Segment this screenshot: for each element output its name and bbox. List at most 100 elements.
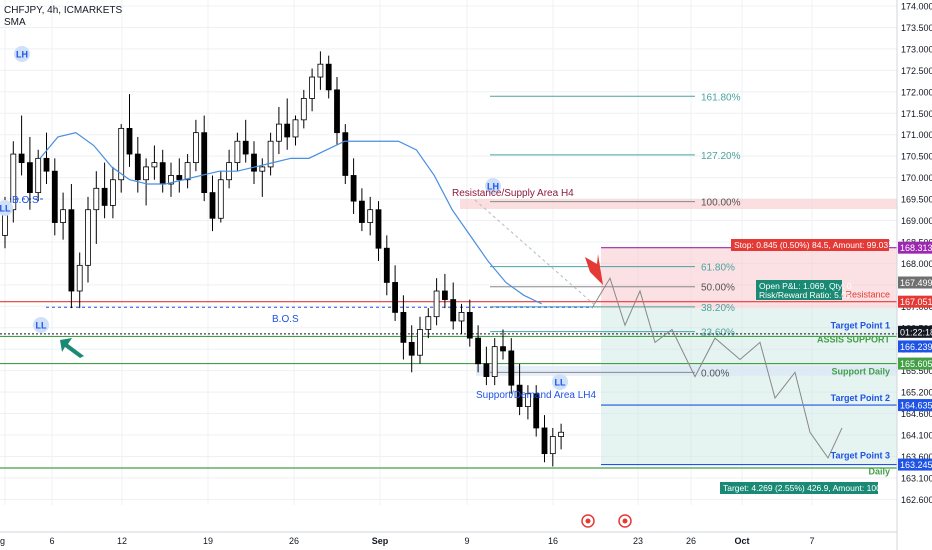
target-info: Target: 4.269 (2.55%) 426.9, Amount: 100…: [723, 483, 907, 493]
price-badge-167499: 167.499: [900, 278, 932, 288]
candle-body: [259, 166, 266, 172]
daily-label: Daily: [868, 467, 890, 477]
demand-area-label: Support/Demand Area LH4: [476, 390, 597, 401]
price-badge-assis: 166.239: [900, 342, 932, 352]
candle-body: [425, 316, 432, 330]
x-tick-label: 26: [289, 536, 299, 546]
candle-body: [184, 162, 191, 181]
candle-body: [367, 209, 374, 223]
x-tick-label: 26: [686, 536, 696, 546]
price-badge-timer: 01:22:18: [900, 327, 932, 337]
price-axis: [897, 0, 932, 550]
y-tick-label: 172.500: [901, 66, 932, 76]
green-arrow: [60, 338, 84, 358]
candle-body: [43, 157, 50, 172]
red-arrow: [585, 254, 603, 285]
pivot-badge: [485, 178, 501, 194]
candle-body: [491, 346, 498, 378]
x-tick-label: 19: [203, 536, 213, 546]
supply-area: [460, 199, 897, 210]
price-badge-stop-box: [898, 241, 932, 254]
y-tick-label: 162.600: [901, 495, 932, 505]
symbol-title: CHFJPY, 4h, ICMARKETS: [4, 5, 123, 16]
price-badge-support-daily: 165.605: [900, 359, 932, 369]
candle-body: [292, 119, 299, 138]
price-badge-stop: 168.313: [900, 243, 932, 253]
fib-label: 23.60%: [701, 328, 735, 339]
candle-body: [300, 98, 307, 121]
pivot-badge: [552, 374, 568, 390]
candle-body: [284, 123, 291, 138]
candle-body: [10, 153, 17, 211]
pnl-info-box: [756, 280, 842, 300]
target-2-label: Target Point 2: [831, 393, 890, 403]
x-tick-label: 6: [49, 536, 54, 546]
y-tick-label: 169.500: [901, 195, 932, 205]
pivot-label: LL: [555, 378, 566, 388]
x-tick-label: 7: [809, 536, 814, 546]
event-marker-icon: [581, 514, 595, 528]
target-1-label: Target Point 1: [831, 320, 890, 330]
event-marker-dot: [585, 518, 591, 524]
demand-area: [476, 365, 897, 376]
price-badge-assia: 167.051: [900, 297, 932, 307]
candle-body: [176, 175, 183, 181]
rr-info: Risk/Reward Ratio: 5.05: [759, 290, 851, 300]
chart-header: CHFJPY, 4h, ICMARKETS SMA: [4, 5, 122, 29]
candle-body: [417, 329, 423, 356]
candle-body: [85, 209, 91, 266]
target-info-box: [720, 482, 878, 494]
candle-body: [68, 209, 75, 292]
candle-body: [60, 209, 66, 223]
candle-body: [143, 166, 150, 181]
y-tick-label: 171.000: [901, 130, 932, 140]
target-zone: [601, 308, 897, 465]
candle-body: [317, 63, 324, 78]
y-tick-label: 165.200: [901, 388, 932, 398]
candle-body: [408, 341, 415, 356]
fib-label: 38.20%: [701, 303, 735, 314]
candle-body: [392, 282, 399, 313]
assis-support-label: ASSIS SUPPORT: [817, 334, 891, 344]
candle-body: [483, 363, 490, 378]
supply-area-label: Resistance/Supply Area H4: [452, 188, 574, 199]
y-tick-label: 163.600: [901, 452, 932, 462]
x-tick-label: 23: [633, 536, 643, 546]
trend-dashed: [474, 199, 599, 309]
pivot-badge: [14, 46, 30, 62]
candle-body: [358, 200, 365, 223]
candle-body: [375, 209, 382, 249]
candle-body: [549, 436, 556, 455]
y-tick-label: 170.000: [901, 173, 932, 183]
candle-body: [76, 264, 83, 292]
candle-body: [93, 187, 100, 211]
support-daily-label: Support Daily: [831, 367, 890, 377]
candle-body: [18, 153, 25, 164]
fib-label: 61.80%: [701, 263, 735, 274]
y-tick-label: 168.000: [901, 259, 932, 269]
candle-body: [558, 431, 564, 437]
y-tick-label: 173.500: [901, 23, 932, 33]
price-badge-assia-box: [898, 295, 932, 308]
candle-body: [433, 290, 440, 318]
x-tick-label: ug: [0, 536, 5, 546]
y-tick-label: 164.600: [901, 409, 932, 419]
fib-label: 50.00%: [701, 283, 735, 294]
candle-body: [400, 312, 407, 343]
x-tick-label: 9: [464, 536, 469, 546]
candle-body: [508, 350, 515, 386]
candle-body: [275, 123, 282, 142]
y-tick-label: 174.000: [901, 2, 932, 12]
price-badge-target3: 163.245: [900, 460, 932, 470]
assia-resistance-label: ASSIA Resistance: [817, 290, 890, 300]
fib-label: 100.00%: [701, 198, 741, 209]
candle-body: [118, 127, 125, 181]
indicator-label: SMA: [4, 17, 26, 28]
candle-body: [35, 157, 42, 193]
x-tick-label: Sep: [372, 536, 389, 546]
price-badge-target2-box: [898, 399, 932, 412]
price-badge-support-daily-box: [898, 357, 932, 370]
candle-body: [217, 179, 224, 219]
event-marker-dot: [622, 518, 628, 524]
